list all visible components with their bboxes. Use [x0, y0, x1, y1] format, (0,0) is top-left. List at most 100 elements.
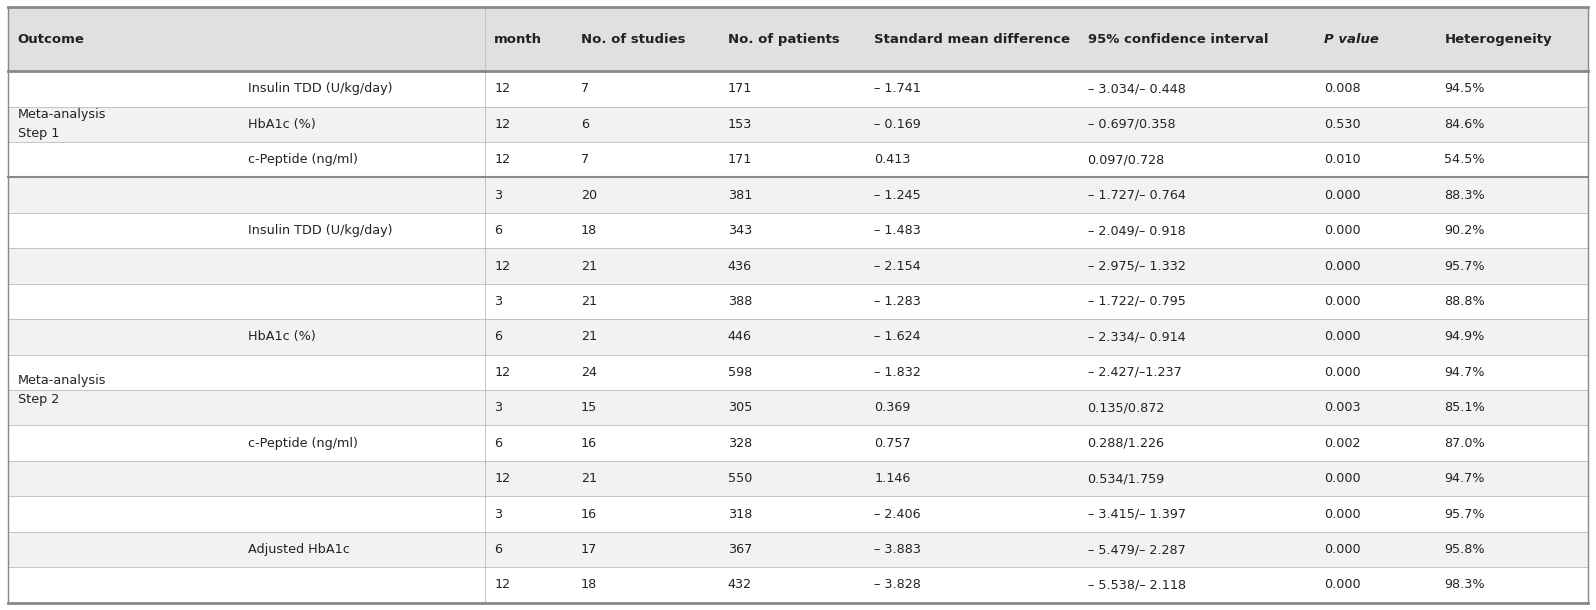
Text: 12: 12 [495, 366, 511, 379]
Text: – 5.538/– 2.118: – 5.538/– 2.118 [1087, 578, 1186, 592]
Text: 7: 7 [581, 82, 589, 95]
Text: 0.000: 0.000 [1325, 188, 1361, 202]
Text: – 1.245: – 1.245 [875, 188, 921, 202]
Text: – 0.169: – 0.169 [875, 118, 921, 131]
Text: 84.6%: 84.6% [1444, 118, 1484, 131]
Text: 95.7%: 95.7% [1444, 259, 1484, 273]
Bar [8, 107, 1588, 142]
Text: 305: 305 [728, 401, 752, 414]
Text: 94.7%: 94.7% [1444, 366, 1484, 379]
Text: – 2.975/– 1.332: – 2.975/– 1.332 [1087, 259, 1186, 273]
Text: 6: 6 [495, 224, 503, 237]
Text: 436: 436 [728, 259, 752, 273]
Text: 0.010: 0.010 [1325, 153, 1361, 166]
Text: 16: 16 [581, 508, 597, 520]
Text: – 3.883: – 3.883 [875, 543, 921, 556]
Text: 0.135/0.872: 0.135/0.872 [1087, 401, 1165, 414]
Text: 12: 12 [495, 118, 511, 131]
Text: Heterogeneity: Heterogeneity [1444, 33, 1551, 46]
Bar [8, 142, 1588, 178]
Text: 16: 16 [581, 437, 597, 450]
Text: 3: 3 [495, 295, 503, 308]
Text: 88.8%: 88.8% [1444, 295, 1484, 308]
Text: – 1.722/– 0.795: – 1.722/– 0.795 [1087, 295, 1186, 308]
Text: 0.288/1.226: 0.288/1.226 [1087, 437, 1165, 450]
Text: No. of studies: No. of studies [581, 33, 685, 46]
Text: 3: 3 [495, 188, 503, 202]
Text: – 5.479/– 2.287: – 5.479/– 2.287 [1087, 543, 1186, 556]
Text: 18: 18 [581, 224, 597, 237]
Text: 1.146: 1.146 [875, 472, 911, 485]
Text: 388: 388 [728, 295, 752, 308]
Bar [8, 7, 1588, 71]
Bar [8, 178, 1588, 213]
Bar [8, 532, 1588, 567]
Text: 0.000: 0.000 [1325, 366, 1361, 379]
Text: 21: 21 [581, 331, 597, 343]
Text: 21: 21 [581, 295, 597, 308]
Text: 6: 6 [495, 543, 503, 556]
Text: 12: 12 [495, 82, 511, 95]
Text: c-Peptide (ng/ml): c-Peptide (ng/ml) [247, 153, 358, 166]
Bar [8, 213, 1588, 248]
Text: 12: 12 [495, 259, 511, 273]
Text: 95% confidence interval: 95% confidence interval [1087, 33, 1269, 46]
Text: Meta-analysis
Step 2: Meta-analysis Step 2 [18, 374, 105, 406]
Text: 0.097/0.728: 0.097/0.728 [1087, 153, 1165, 166]
Text: 90.2%: 90.2% [1444, 224, 1484, 237]
Text: 94.7%: 94.7% [1444, 472, 1484, 485]
Text: 95.8%: 95.8% [1444, 543, 1484, 556]
Text: 171: 171 [728, 153, 752, 166]
Text: P value: P value [1325, 33, 1379, 46]
Text: 0.002: 0.002 [1325, 437, 1361, 450]
Text: 432: 432 [728, 578, 752, 592]
Text: 381: 381 [728, 188, 752, 202]
Text: Insulin TDD (U/kg/day): Insulin TDD (U/kg/day) [247, 224, 393, 237]
Text: Outcome: Outcome [18, 33, 85, 46]
Bar [8, 567, 1588, 603]
Text: – 1.832: – 1.832 [875, 366, 921, 379]
Bar [8, 319, 1588, 354]
Text: Adjusted HbA1c: Adjusted HbA1c [247, 543, 350, 556]
Text: 3: 3 [495, 508, 503, 520]
Text: 153: 153 [728, 118, 752, 131]
Text: month: month [495, 33, 543, 46]
Text: 98.3%: 98.3% [1444, 578, 1484, 592]
Text: 94.9%: 94.9% [1444, 331, 1484, 343]
Bar [8, 284, 1588, 319]
Text: 0.008: 0.008 [1325, 82, 1361, 95]
Text: 21: 21 [581, 259, 597, 273]
Text: 21: 21 [581, 472, 597, 485]
Text: 0.413: 0.413 [875, 153, 911, 166]
Text: Insulin TDD (U/kg/day): Insulin TDD (U/kg/day) [247, 82, 393, 95]
Text: 0.000: 0.000 [1325, 259, 1361, 273]
Text: 7: 7 [581, 153, 589, 166]
Text: 54.5%: 54.5% [1444, 153, 1484, 166]
Text: – 1.283: – 1.283 [875, 295, 921, 308]
Text: 85.1%: 85.1% [1444, 401, 1484, 414]
Text: – 0.697/0.358: – 0.697/0.358 [1087, 118, 1175, 131]
Text: 343: 343 [728, 224, 752, 237]
Text: – 2.427/–1.237: – 2.427/–1.237 [1087, 366, 1181, 379]
Text: c-Peptide (ng/ml): c-Peptide (ng/ml) [247, 437, 358, 450]
Text: 598: 598 [728, 366, 752, 379]
Text: 24: 24 [581, 366, 597, 379]
Text: – 1.741: – 1.741 [875, 82, 921, 95]
Text: 0.000: 0.000 [1325, 578, 1361, 592]
Text: 6: 6 [495, 331, 503, 343]
Text: 12: 12 [495, 153, 511, 166]
Bar [8, 71, 1588, 107]
Text: – 2.154: – 2.154 [875, 259, 921, 273]
Text: 318: 318 [728, 508, 752, 520]
Text: Standard mean difference: Standard mean difference [875, 33, 1071, 46]
Text: 0.000: 0.000 [1325, 472, 1361, 485]
Text: 0.000: 0.000 [1325, 508, 1361, 520]
Bar [8, 390, 1588, 426]
Text: 0.000: 0.000 [1325, 543, 1361, 556]
Text: 0.757: 0.757 [875, 437, 911, 450]
Text: 94.5%: 94.5% [1444, 82, 1484, 95]
Text: – 3.828: – 3.828 [875, 578, 921, 592]
Text: – 1.624: – 1.624 [875, 331, 921, 343]
Text: 15: 15 [581, 401, 597, 414]
Text: 171: 171 [728, 82, 752, 95]
